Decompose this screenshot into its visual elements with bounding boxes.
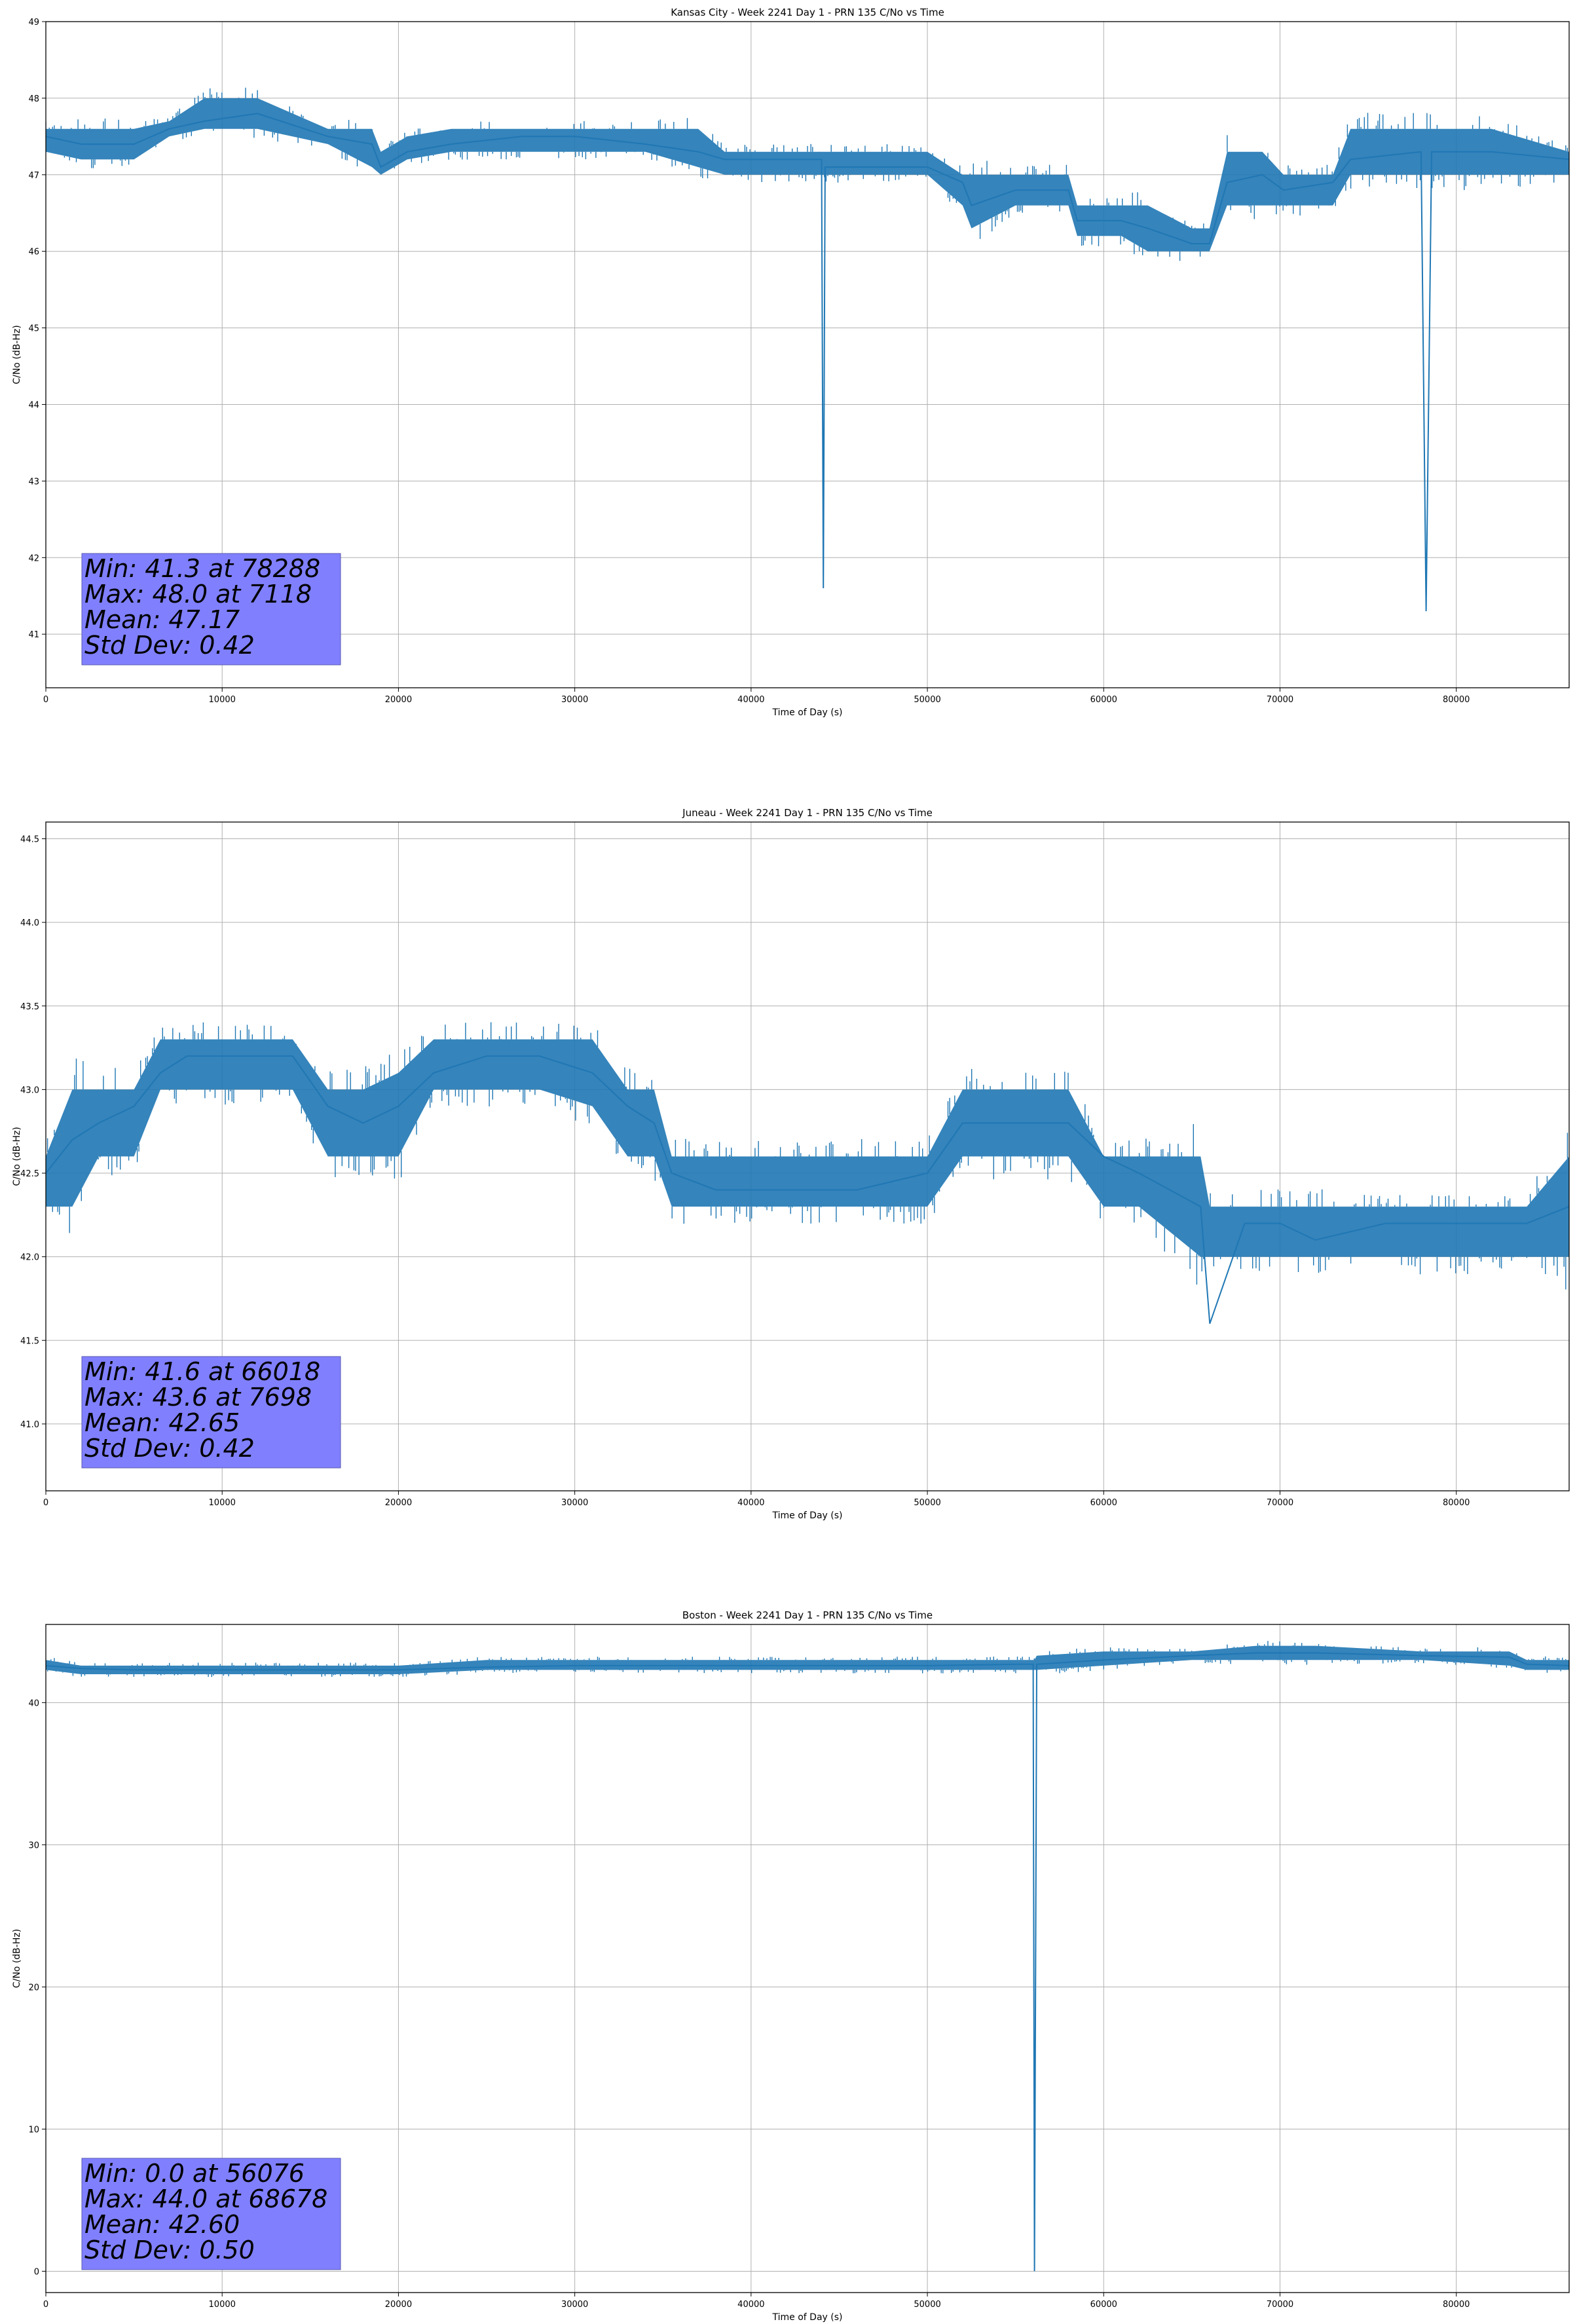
stats-box	[81, 1356, 341, 1469]
chart-title: Kansas City - Week 2241 Day 1 - PRN 135 …	[671, 7, 944, 18]
series-noise	[46, 1022, 1568, 1290]
y-tick-label: 43.5	[20, 1002, 39, 1012]
y-tick-label: 20	[28, 1983, 39, 1993]
subplot-kansas-city: 0 10000 20000 30000 40000 50000 60000 70000 8000…	[12, 7, 1570, 718]
stats-box	[81, 553, 341, 665]
x-tick-label: 50000	[914, 695, 940, 705]
stats-line: Std Dev: 0.42	[84, 1434, 255, 1463]
y-tick-label: 46	[28, 248, 39, 257]
subplot-boston: 0 10000 20000 30000 40000 50000 60000 70000 8000…	[12, 1609, 1570, 2323]
series-group	[46, 1022, 1569, 1324]
series-band	[46, 98, 1569, 252]
chart-title: Boston - Week 2241 Day 1 - PRN 135 C/No …	[682, 1609, 933, 1621]
x-tick-label: 20000	[385, 2300, 412, 2310]
x-tick-label: 0	[43, 1498, 48, 1508]
x-tick-label: 10000	[209, 1498, 236, 1508]
y-axis-label: C/No (dB-Hz)	[12, 1929, 22, 1988]
x-tick-label: 40000	[737, 695, 764, 705]
x-tick-label: 60000	[1090, 2300, 1117, 2310]
y-tick-label: 42.0	[20, 1253, 39, 1263]
x-tick-label: 20000	[385, 1498, 412, 1508]
series-band	[46, 1645, 1569, 1674]
axes-frame	[45, 1624, 1570, 2293]
x-tick-label: 10000	[209, 2300, 236, 2310]
axes-frame	[45, 821, 1570, 1491]
y-tick-label: 40	[28, 1698, 39, 1708]
y-tick-label: 43.0	[20, 1085, 39, 1095]
stats-line: Min: 41.6 at 66018	[84, 1357, 320, 1386]
y-tick-label: 30	[28, 1841, 39, 1850]
x-tick-label: 80000	[1443, 1498, 1470, 1508]
y-tick-label: 41.0	[20, 1420, 39, 1430]
x-tick-label: 0	[43, 2300, 48, 2310]
stats-line: Max: 48.0 at 7118	[84, 580, 312, 609]
axes-frame	[45, 21, 1570, 688]
y-tick-label: 44	[28, 400, 39, 410]
y-tick-label: 41.5	[20, 1336, 39, 1346]
stats-line: Mean: 47.17	[84, 605, 240, 634]
stats-line: Min: 0.0 at 56076	[84, 2159, 305, 2188]
series-group	[46, 87, 1569, 612]
x-tick-label: 70000	[1267, 2300, 1293, 2310]
y-tick-label: 45	[28, 324, 39, 334]
y-tick-label: 47	[28, 171, 39, 181]
stats-line: Std Dev: 0.50	[84, 2236, 255, 2264]
x-axis-label: Time of Day (s)	[772, 707, 843, 718]
x-tick-label: 60000	[1090, 695, 1117, 705]
y-tick-label: 48	[28, 94, 39, 104]
y-tick-label: 43	[28, 477, 39, 487]
chart-title: Juneau - Week 2241 Day 1 - PRN 135 C/No …	[682, 807, 933, 819]
series-band	[46, 1039, 1569, 1257]
stats-line: Std Dev: 0.42	[84, 631, 255, 660]
subplot-juneau: 0 10000 20000 30000 40000 50000 60000 70000 8000…	[12, 807, 1570, 1521]
x-tick-label: 70000	[1267, 1498, 1293, 1508]
x-tick-label: 60000	[1090, 1498, 1117, 1508]
x-tick-label: 20000	[385, 695, 412, 705]
series-line	[46, 1652, 1569, 2272]
y-tick-label: 42	[28, 553, 39, 563]
stats-box	[81, 2158, 341, 2270]
x-tick-label: 30000	[561, 695, 588, 705]
stats-line: Max: 44.0 at 68678	[84, 2184, 327, 2213]
y-tick-label: 42.5	[20, 1169, 39, 1179]
stats-line: Mean: 42.60	[84, 2210, 240, 2239]
y-tick-label: 10	[28, 2125, 39, 2135]
stats-line: Max: 43.6 at 7698	[84, 1383, 312, 1412]
y-tick-label: 49	[28, 18, 39, 28]
stats-line: Mean: 42.65	[84, 1408, 240, 1437]
x-tick-label: 80000	[1443, 695, 1470, 705]
series-noise	[46, 1641, 1567, 1677]
x-axis-label: Time of Day (s)	[772, 1510, 843, 1521]
x-axis-label: Time of Day (s)	[772, 2312, 843, 2323]
stats-line: Min: 41.3 at 78288	[84, 554, 320, 583]
series-line	[46, 1055, 1569, 1324]
y-axis-label: C/No (dB-Hz)	[12, 325, 22, 384]
series-noise	[46, 87, 1568, 261]
x-tick-label: 80000	[1443, 2300, 1470, 2310]
x-tick-label: 40000	[737, 1498, 764, 1508]
y-axis-label: C/No (dB-Hz)	[12, 1127, 22, 1186]
y-tick-label: 44.5	[20, 835, 39, 845]
series-line	[46, 113, 1569, 612]
x-tick-label: 50000	[914, 1498, 940, 1508]
x-tick-label: 50000	[914, 2300, 940, 2310]
y-tick-label: 44.0	[20, 918, 39, 928]
x-tick-label: 0	[43, 695, 48, 705]
x-tick-label: 70000	[1267, 695, 1293, 705]
x-tick-label: 30000	[561, 1498, 588, 1508]
x-tick-label: 40000	[737, 2300, 764, 2310]
x-tick-label: 10000	[209, 695, 236, 705]
y-tick-label: 0	[34, 2267, 39, 2277]
x-tick-label: 30000	[561, 2300, 588, 2310]
y-tick-label: 41	[28, 630, 39, 640]
series-group	[46, 1641, 1569, 2272]
